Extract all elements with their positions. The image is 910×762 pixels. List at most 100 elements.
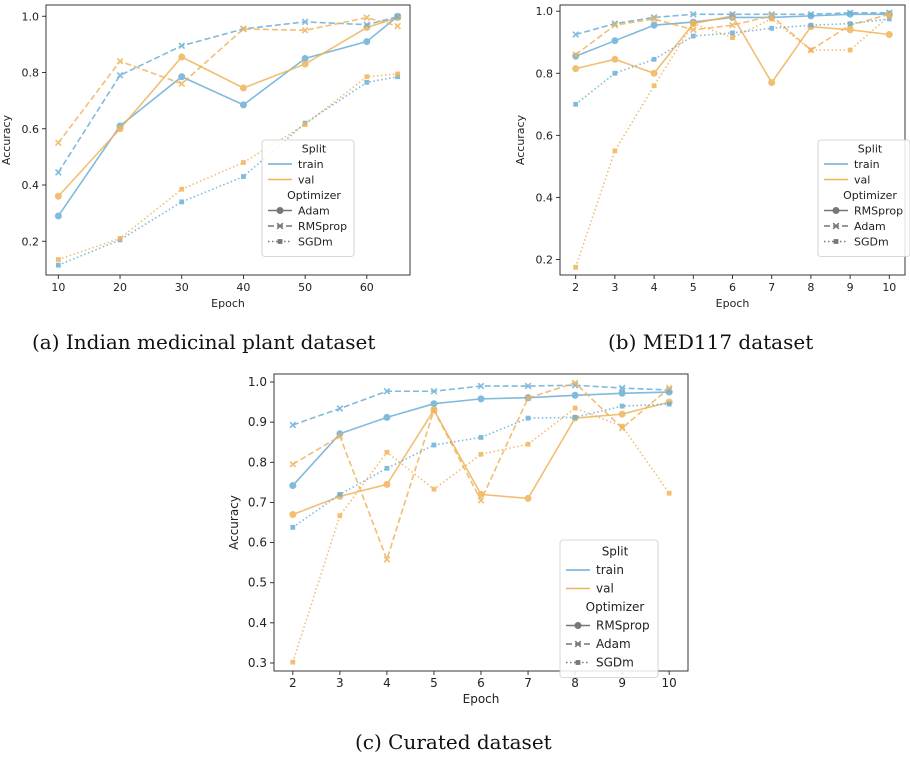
- y-tick-label: 0.4: [248, 616, 267, 630]
- x-tick-label: 3: [336, 676, 344, 690]
- data-point: [384, 465, 390, 471]
- legend-optimizer-label: SGDm: [854, 236, 889, 249]
- x-axis-label: Epoch: [463, 692, 500, 706]
- x-tick-label: 5: [430, 676, 438, 690]
- data-point: [301, 18, 309, 26]
- data-point: [337, 492, 343, 497]
- y-tick-label: 0.5: [248, 576, 267, 590]
- legend-split-label: train: [854, 158, 880, 171]
- data-point: [301, 26, 309, 34]
- data-point: [690, 33, 696, 39]
- data-point: [769, 16, 775, 22]
- legend-marker: [276, 207, 284, 214]
- data-point: [337, 513, 343, 519]
- series-val-sgdm: [290, 405, 672, 665]
- data-point: [241, 174, 246, 179]
- x-tick-label: 10: [882, 281, 896, 294]
- y-tick-label: 0.8: [22, 67, 40, 80]
- data-point: [395, 74, 401, 80]
- y-tick-label: 0.8: [536, 67, 554, 80]
- data-point: [651, 83, 657, 89]
- data-point: [769, 25, 775, 31]
- data-point: [430, 387, 438, 395]
- data-point: [666, 401, 672, 407]
- y-tick-label: 1.0: [22, 10, 40, 23]
- data-point: [430, 406, 438, 414]
- data-point: [665, 386, 673, 394]
- data-point: [885, 30, 893, 38]
- data-point: [847, 21, 853, 27]
- x-tick-label: 4: [651, 281, 658, 294]
- chart-b: 2 3 4 5 6 7 8 9 10 0.2 0.4 0.6 0.8 1.0 Epoch Accuracy Sp…: [514, 4, 910, 310]
- legend-marker: [833, 239, 839, 244]
- x-tick-label: 10: [51, 281, 65, 294]
- data-point: [619, 403, 625, 409]
- data-point: [650, 15, 658, 23]
- legend-marker: [574, 622, 582, 629]
- data-point: [808, 22, 814, 28]
- data-point: [573, 101, 579, 107]
- data-point: [478, 435, 484, 440]
- data-point: [395, 71, 401, 77]
- legend-title: Split: [858, 143, 883, 156]
- y-axis-label: Accuracy: [0, 114, 13, 165]
- data-point: [117, 236, 123, 241]
- data-point: [55, 262, 61, 268]
- y-tick-label: 0.9: [248, 415, 267, 429]
- data-point: [525, 441, 531, 447]
- x-tick-label: 5: [690, 281, 697, 294]
- x-tick-label: 9: [847, 281, 854, 294]
- data-point: [612, 70, 618, 76]
- data-point: [618, 384, 626, 392]
- chart-a: 10 20 30 40 50 60 0.2 0.4 0.6 0.8 1.0 Epoch Accuracy…: [0, 4, 411, 310]
- data-point: [525, 415, 531, 421]
- data-point: [364, 74, 370, 80]
- data-point: [383, 556, 391, 563]
- legend-optimizer-label: RMSprop: [596, 619, 650, 633]
- legend: Split train val Optimizer Adam RMSprop SGDm: [261, 139, 355, 257]
- legend-box: [817, 139, 910, 257]
- data-point: [477, 497, 485, 504]
- data-point: [571, 391, 579, 399]
- data-point: [239, 101, 247, 109]
- x-tick-label: 2: [572, 281, 579, 294]
- data-point: [650, 69, 658, 77]
- series-line: [574, 15, 890, 268]
- data-point: [665, 384, 673, 392]
- data-point: [363, 21, 371, 29]
- y-tick-label: 0.7: [248, 495, 267, 509]
- chart-c: 2 3 4 5 6 7 8 9 10 0.3 0.4 0.5 0.6 0.7 0.8 0.9 1.0 Epoch A…: [227, 373, 689, 706]
- data-point: [363, 38, 371, 46]
- data-point: [572, 65, 580, 73]
- data-point: [846, 9, 854, 17]
- data-point: [651, 56, 657, 62]
- data-point: [178, 42, 186, 50]
- caption-a: (a) Indian medicinal plant dataset: [32, 330, 376, 354]
- x-tick-label: 50: [298, 281, 312, 294]
- data-point: [666, 490, 672, 496]
- caption-c: (c) Curated dataset: [355, 730, 552, 754]
- data-point: [336, 432, 344, 440]
- legend-box: [559, 539, 659, 678]
- data-point: [289, 510, 297, 518]
- data-point: [572, 51, 580, 59]
- series-line: [292, 407, 670, 663]
- data-point: [54, 168, 62, 176]
- data-point: [290, 659, 296, 665]
- data-point: [178, 53, 186, 61]
- legend-optimizer-label: Adam: [596, 637, 631, 651]
- x-tick-label: 3: [611, 281, 618, 294]
- x-tick-label: 40: [236, 281, 250, 294]
- data-point: [178, 80, 186, 88]
- x-tick-label: 2: [289, 676, 297, 690]
- legend-optimizer-label: SGDm: [596, 656, 634, 670]
- legend-marker: [575, 660, 581, 665]
- data-point: [302, 122, 308, 127]
- data-point: [179, 186, 185, 192]
- data-point: [431, 442, 437, 448]
- data-point: [886, 13, 892, 19]
- data-point: [116, 57, 124, 65]
- legend-split-label: val: [854, 174, 870, 187]
- x-tick-label: 20: [113, 281, 127, 294]
- series-line: [292, 381, 670, 562]
